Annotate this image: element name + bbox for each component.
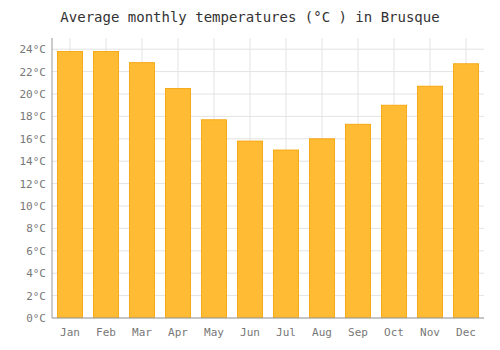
chart-container: Average monthly temperatures (°C ) in Br… xyxy=(0,0,500,350)
x-tick-label: Nov xyxy=(420,326,440,339)
x-tick-label: Jan xyxy=(60,326,80,339)
x-tick-label: Mar xyxy=(132,326,152,339)
bar xyxy=(237,141,262,318)
y-tick-label: 12°C xyxy=(20,178,47,191)
y-tick-label: 14°C xyxy=(20,155,47,168)
bar xyxy=(273,150,298,318)
bar xyxy=(453,64,478,318)
y-tick-label: 0°C xyxy=(26,312,46,325)
x-tick-label: Feb xyxy=(96,326,116,339)
y-tick-label: 18°C xyxy=(20,110,47,123)
bar xyxy=(129,63,154,318)
grid xyxy=(52,38,484,318)
x-axis-line xyxy=(52,318,484,319)
y-axis-line xyxy=(52,38,53,318)
x-tick-label: May xyxy=(204,326,224,339)
chart: Average monthly temperatures (°C ) in Br… xyxy=(0,0,500,350)
x-tick-label: Aug xyxy=(312,326,332,339)
bar xyxy=(309,139,334,318)
x-tick-label: Apr xyxy=(168,326,188,339)
x-tick-label: Dec xyxy=(456,326,476,339)
x-tick-label: Sep xyxy=(348,326,368,339)
bars xyxy=(57,51,478,318)
bar xyxy=(165,88,190,318)
x-tick-label: Jun xyxy=(240,326,260,339)
y-tick-label: 6°C xyxy=(26,245,46,258)
bar xyxy=(93,51,118,318)
y-tick-label: 16°C xyxy=(20,133,47,146)
title: Average monthly temperatures (°C ) in Br… xyxy=(60,9,439,25)
y-tick-label: 10°C xyxy=(20,200,47,213)
y-tick-label: 2°C xyxy=(26,290,46,303)
y-tick-label: 20°C xyxy=(20,88,47,101)
y-tick-label: 22°C xyxy=(20,66,47,79)
y-grid-line xyxy=(52,318,484,319)
y-tick-label: 24°C xyxy=(20,43,47,56)
bar xyxy=(57,51,82,318)
bar xyxy=(345,124,370,318)
y-tick-label: 8°C xyxy=(26,222,46,235)
bar xyxy=(417,86,442,318)
y-grid-line xyxy=(52,49,484,50)
x-tick-label: Jul xyxy=(276,326,296,339)
bar xyxy=(201,120,226,318)
y-tick-label: 4°C xyxy=(26,267,46,280)
x-tick-label: Oct xyxy=(384,326,404,339)
bar xyxy=(381,105,406,318)
